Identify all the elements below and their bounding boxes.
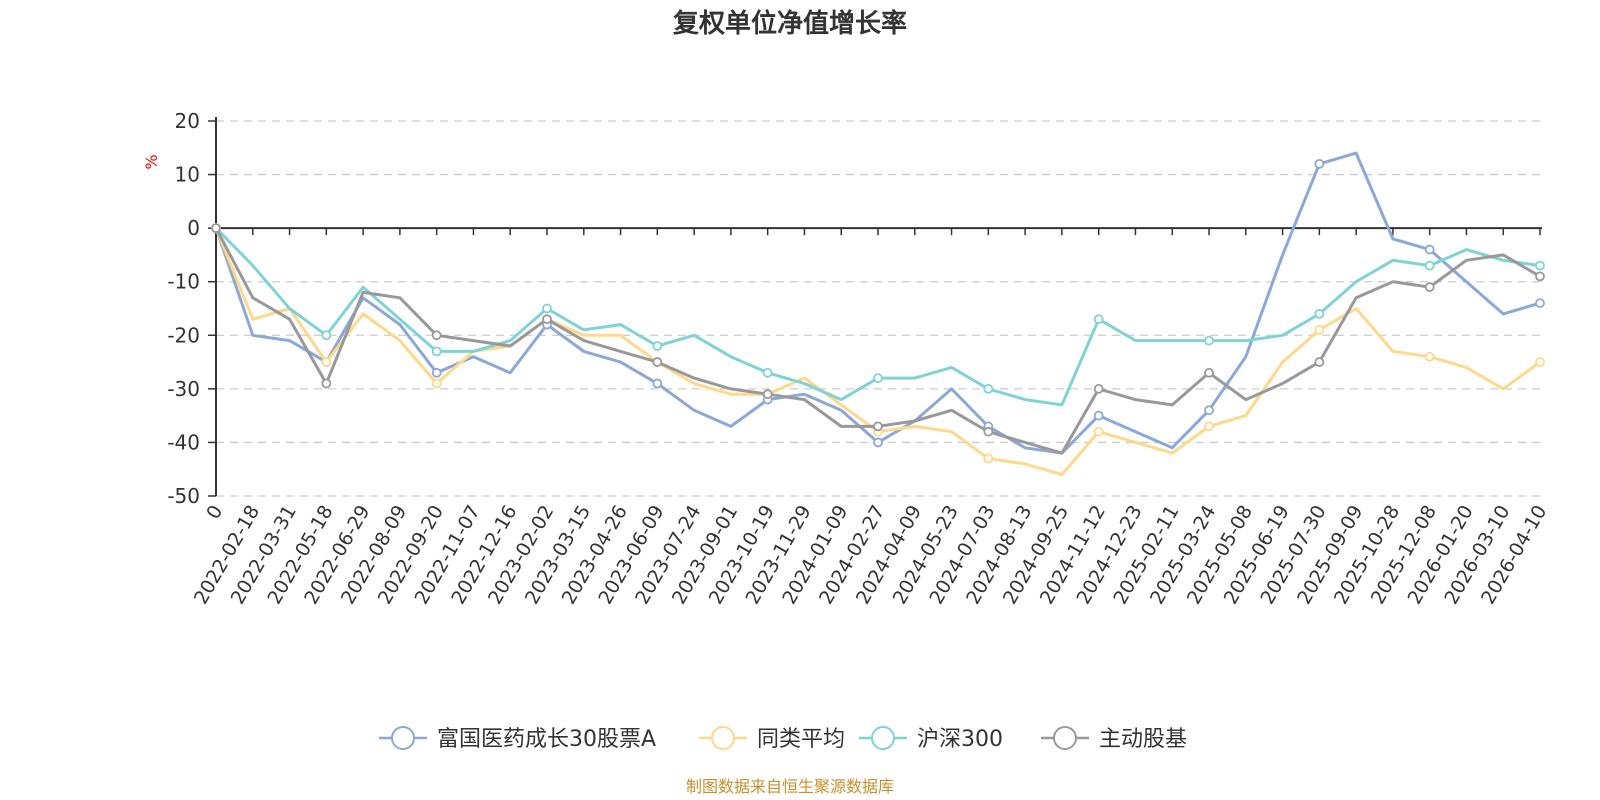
- data-point[interactable]: [1093, 383, 1104, 394]
- data-point[interactable]: [1314, 308, 1325, 319]
- legend-swatch-circle: [1053, 726, 1077, 750]
- data-point[interactable]: [1424, 260, 1435, 271]
- y-axis-unit: %: [142, 154, 161, 169]
- data-point[interactable]: [983, 426, 994, 437]
- y-tick-label: -10: [167, 270, 200, 294]
- data-point[interactable]: [321, 378, 332, 389]
- data-point[interactable]: [1204, 421, 1214, 432]
- data-point[interactable]: [652, 341, 663, 351]
- data-point[interactable]: [1314, 357, 1325, 367]
- data-point[interactable]: [431, 367, 442, 378]
- legend-item[interactable]: 沪深300: [859, 726, 1003, 752]
- legend-label: 主动股基: [1099, 727, 1187, 752]
- data-point[interactable]: [762, 389, 773, 400]
- data-point[interactable]: [652, 378, 663, 389]
- legend-swatch-circle: [391, 726, 415, 750]
- data-point[interactable]: [983, 383, 994, 394]
- series-0: [211, 151, 1545, 455]
- data-point[interactable]: [1093, 410, 1104, 421]
- series-line: [214, 151, 1541, 455]
- data-point[interactable]: [1314, 325, 1325, 335]
- data-point[interactable]: [1535, 260, 1545, 271]
- data-point[interactable]: [211, 223, 221, 234]
- data-point[interactable]: [1424, 244, 1435, 255]
- data-point[interactable]: [652, 357, 663, 367]
- data-point[interactable]: [1535, 357, 1545, 367]
- y-tick-label: -50: [167, 484, 200, 508]
- data-point[interactable]: [1424, 282, 1435, 292]
- data-point[interactable]: [542, 314, 552, 325]
- legend-label: 富国医药成长30股票A: [437, 727, 656, 752]
- data-point[interactable]: [431, 378, 442, 389]
- data-point[interactable]: [1093, 314, 1104, 325]
- data-point[interactable]: [1204, 335, 1214, 346]
- x-tick-label: 0: [202, 502, 227, 523]
- y-tick-label: 0: [187, 216, 200, 240]
- series-lines: [211, 151, 1545, 477]
- data-point[interactable]: [1204, 367, 1214, 378]
- data-point[interactable]: [1093, 426, 1104, 437]
- data-point[interactable]: [321, 330, 332, 341]
- data-point[interactable]: [1535, 271, 1545, 282]
- legend-label: 同类平均: [757, 727, 845, 752]
- series-1: [211, 223, 1545, 477]
- data-point[interactable]: [1204, 405, 1214, 416]
- data-point[interactable]: [542, 303, 552, 314]
- series-2: [211, 223, 1545, 407]
- y-tick-label: -40: [167, 430, 200, 454]
- legend-item[interactable]: 富国医药成长30股票A: [379, 726, 656, 752]
- source-note: 制图数据来自恒生聚源数据库: [686, 777, 894, 796]
- data-point[interactable]: [321, 357, 332, 367]
- legend-swatch-circle: [711, 726, 735, 750]
- y-axis: 20 10 0 -10 -20 -30 -40 -50: [167, 109, 217, 508]
- series-line: [214, 227, 1541, 455]
- data-point[interactable]: [983, 453, 994, 464]
- chart-title: 复权单位净值增长率: [673, 8, 907, 39]
- x-axis: 02022-02-182022-03-312022-05-182022-06-2…: [190, 227, 1551, 608]
- data-point[interactable]: [1535, 298, 1545, 309]
- data-point[interactable]: [1424, 351, 1435, 362]
- data-point[interactable]: [873, 421, 883, 432]
- legend-label: 沪深300: [917, 727, 1003, 752]
- legend: 富国医药成长30股票A 同类平均 沪深300 主动股基: [379, 726, 1187, 752]
- data-point[interactable]: [1314, 158, 1325, 169]
- data-point[interactable]: [873, 373, 883, 384]
- legend-item[interactable]: 主动股基: [1041, 726, 1187, 752]
- y-tick-label: 20: [175, 109, 200, 133]
- data-point[interactable]: [431, 346, 442, 357]
- legend-swatch-circle: [871, 726, 895, 750]
- y-tick-label: 10: [175, 163, 200, 187]
- y-tick-label: -30: [167, 377, 200, 401]
- data-point[interactable]: [762, 367, 773, 378]
- data-point[interactable]: [873, 437, 883, 448]
- series-3: [211, 223, 1545, 455]
- data-point[interactable]: [431, 330, 442, 341]
- y-tick-label: -20: [167, 323, 200, 347]
- legend-item[interactable]: 同类平均: [699, 726, 845, 752]
